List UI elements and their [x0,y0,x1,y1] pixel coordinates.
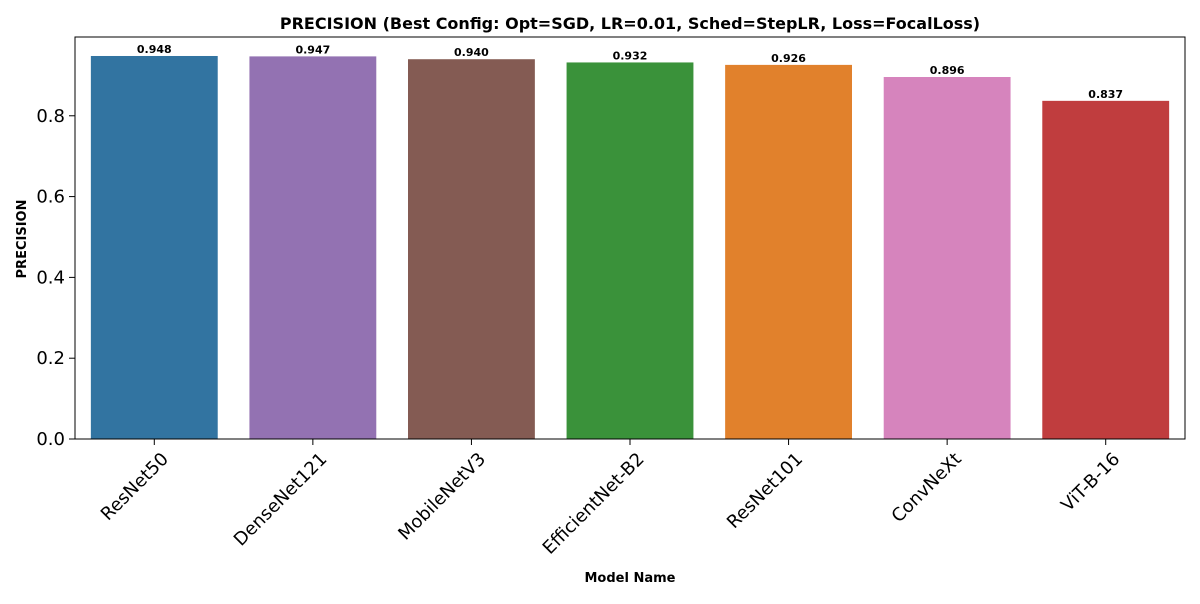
value-label: 0.926 [771,52,806,65]
value-label: 0.947 [295,43,330,56]
y-tick-label: 0.6 [36,187,65,208]
value-label: 0.932 [613,49,648,62]
bar-convnext [883,77,1011,439]
plot-frame [74,36,1186,440]
bar-vit-b-16 [1042,100,1170,439]
x-tick-label: DenseNet121 [230,449,332,551]
bars-layer: 0.948 0.947 0.940 0.932 0.926 0.896 0.837 [90,43,1170,440]
bar-densenet121 [249,56,377,439]
x-tick-label: EfficientNet-B2 [539,449,649,559]
y-axis-label: PRECISION [15,200,30,279]
bar-resnet50 [90,55,218,440]
y-tick-label: 0.0 [36,429,65,450]
x-tick-label: ViT-B-16 [1057,449,1124,516]
value-label: 0.896 [930,64,965,77]
x-axis-label: Model Name [585,571,676,586]
bar-efficientnet-b2 [566,62,694,439]
y-tick-label: 0.4 [36,267,65,288]
x-tick-label: ConvNeXt [888,449,966,527]
value-label: 0.948 [137,43,172,56]
chart-title: PRECISION (Best Config: Opt=SGD, LR=0.01… [280,14,980,33]
bar-mobilenetv3 [408,59,535,439]
x-tick-label: ResNet101 [723,449,807,533]
y-tick-label: 0.2 [36,348,65,369]
value-label: 0.940 [454,46,489,59]
value-label: 0.837 [1088,88,1123,101]
y-tick-label: 0.8 [36,106,65,127]
bar-resnet101 [725,64,852,439]
x-tick-label: ResNet50 [97,449,173,525]
x-tick-label: MobileNetV3 [394,449,490,545]
